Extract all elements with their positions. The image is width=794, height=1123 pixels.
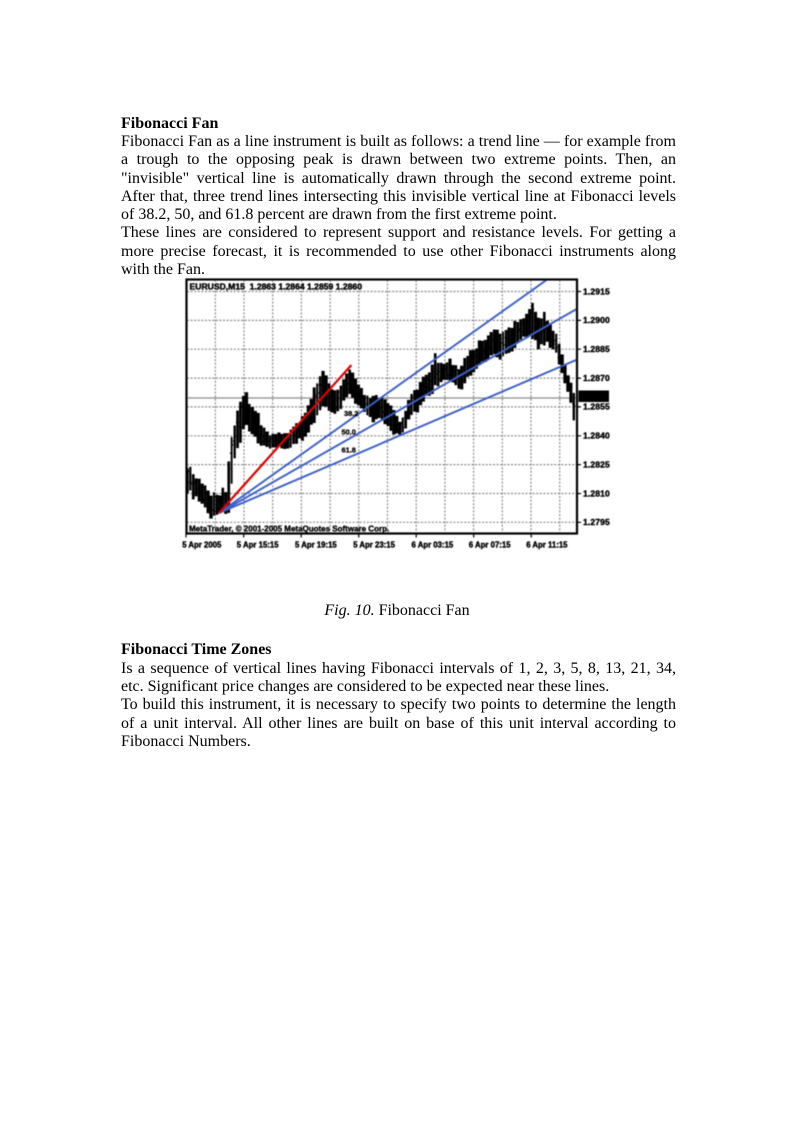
svg-text:1.2885: 1.2885 [583,344,610,354]
svg-text:50.0: 50.0 [342,428,356,437]
svg-text:1.2795: 1.2795 [583,517,610,527]
svg-text:61.8: 61.8 [342,446,356,455]
svg-text:6 Apr 07:15: 6 Apr 07:15 [469,541,511,550]
svg-text:5 Apr 15:15: 5 Apr 15:15 [237,541,279,550]
svg-text:1.2870: 1.2870 [583,373,610,383]
svg-text:1.2915: 1.2915 [583,286,610,296]
svg-text:5 Apr 23:15: 5 Apr 23:15 [353,541,395,550]
svg-text:MetaTrader, © 2001-2005 MetaQu: MetaTrader, © 2001-2005 MetaQuotes Softw… [189,525,389,534]
svg-text:38.2: 38.2 [344,409,358,418]
svg-text:1.2855: 1.2855 [583,402,610,412]
svg-text:5 Apr 19:15: 5 Apr 19:15 [295,541,337,550]
svg-text:1.2900: 1.2900 [583,315,610,325]
svg-text:6 Apr 11:15: 6 Apr 11:15 [526,541,568,550]
svg-text:EURUSD,M15 1.2863 1.2864 1.28: EURUSD,M15 1.2863 1.2864 1.2859 1.2860 [190,282,363,292]
svg-text:5 Apr 2005: 5 Apr 2005 [182,541,222,550]
svg-text:1.2810: 1.2810 [583,488,610,498]
svg-text:1.2825: 1.2825 [583,459,610,469]
svg-text:6 Apr 03:15: 6 Apr 03:15 [412,541,454,550]
svg-text:1.2840: 1.2840 [583,431,610,441]
